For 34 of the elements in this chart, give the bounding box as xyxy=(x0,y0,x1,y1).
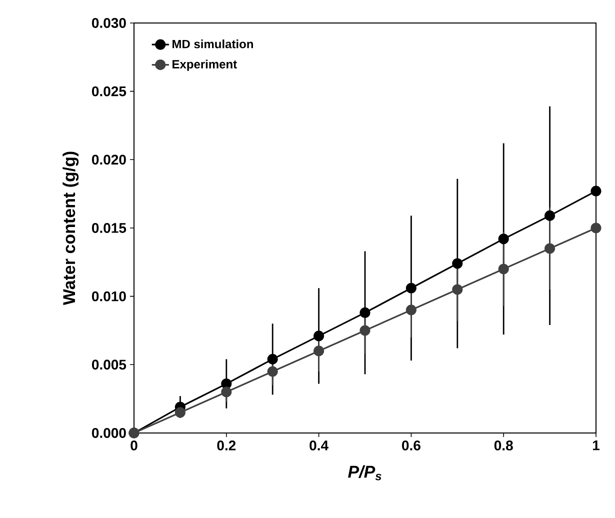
legend-label: MD simulation xyxy=(172,40,253,48)
point xyxy=(544,243,556,254)
x-tick-label: 0.6 xyxy=(402,440,420,450)
point xyxy=(544,210,556,221)
y-tick-label: 0.010 xyxy=(92,291,126,302)
y-tick-label: 0.020 xyxy=(92,154,126,165)
point xyxy=(590,186,602,196)
y-tick-label: 0.015 xyxy=(92,223,126,233)
point xyxy=(360,307,370,318)
point xyxy=(360,325,370,336)
point xyxy=(452,284,463,295)
point xyxy=(590,222,602,234)
point xyxy=(267,366,278,377)
y-tick-label: 0.030 xyxy=(92,18,126,28)
point xyxy=(406,304,417,316)
x-tick-label: 0 xyxy=(130,440,138,450)
point xyxy=(314,346,324,356)
point xyxy=(267,354,278,364)
point xyxy=(221,386,232,398)
point xyxy=(498,234,509,244)
x-tick-label: 1 xyxy=(592,440,600,450)
y-tick-label: 0.025 xyxy=(92,86,126,96)
point xyxy=(498,264,509,274)
point xyxy=(406,282,417,294)
y-axis-title: Water content (g/g) xyxy=(62,152,79,306)
point xyxy=(452,258,463,269)
x-tick-label: 0.4 xyxy=(310,440,328,450)
point xyxy=(314,330,324,342)
x-tick-label: 0.2 xyxy=(217,440,236,450)
x-axis-title: P/P$_{s}$ xyxy=(348,465,382,480)
y-tick-label: 0.000 xyxy=(92,428,126,438)
legend-label: Experiment xyxy=(172,60,237,71)
x-tick-label: 0.8 xyxy=(494,440,513,450)
y-tick-label: 0.005 xyxy=(92,360,126,370)
